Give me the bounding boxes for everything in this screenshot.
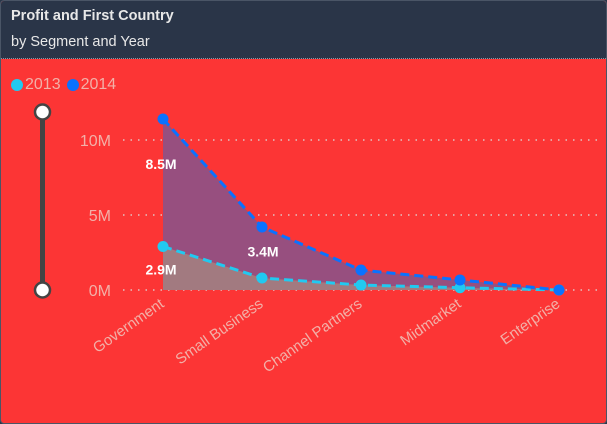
- data-label: 3.4M: [247, 244, 278, 260]
- legend-item-2013[interactable]: 2013: [11, 76, 61, 94]
- visual-header: Profit and First Country by Segment and …: [1, 1, 606, 59]
- legend-label: 2013: [25, 76, 61, 93]
- point-2013[interactable]: [355, 279, 367, 291]
- x-tick-label: Midmarket: [397, 295, 465, 350]
- legend-marker-icon: [11, 79, 23, 91]
- chart-subtitle: by Segment and Year: [11, 34, 150, 50]
- x-tick-label: Small Business: [173, 295, 267, 368]
- x-tick-label: Government: [90, 295, 168, 357]
- legend-marker-icon: [66, 79, 79, 91]
- zoom-slider-top-handle[interactable]: [33, 103, 52, 121]
- point-2013[interactable]: [256, 272, 268, 284]
- x-tick-label: Channel Partners: [260, 295, 365, 376]
- y-tick-label: 10M: [80, 133, 111, 150]
- point-2014[interactable]: [454, 274, 466, 286]
- legend-label: 2014: [80, 76, 117, 93]
- x-tick-label: Enterprise: [498, 295, 564, 348]
- area-2014: [163, 119, 559, 290]
- point-2013[interactable]: [157, 241, 169, 252]
- zoom-slider-track[interactable]: [40, 113, 45, 291]
- point-2014[interactable]: [355, 264, 367, 276]
- chart-title: Profit and First Country: [11, 8, 174, 24]
- zoom-slider-bottom-handle[interactable]: [33, 281, 52, 299]
- data-label: 2.9M: [145, 262, 176, 278]
- data-label: 8.5M: [145, 156, 176, 172]
- point-2014[interactable]: [553, 284, 565, 296]
- point-2013[interactable]: [454, 282, 466, 294]
- y-tick-label: 5M: [89, 208, 111, 225]
- point-2014[interactable]: [157, 113, 169, 125]
- y-tick-label: 0M: [89, 283, 111, 300]
- legend-item-2014[interactable]: 2014: [66, 76, 117, 94]
- zoom-slider[interactable]: [33, 103, 52, 299]
- point-2014[interactable]: [256, 221, 268, 233]
- legend: 2013 2014: [11, 76, 122, 94]
